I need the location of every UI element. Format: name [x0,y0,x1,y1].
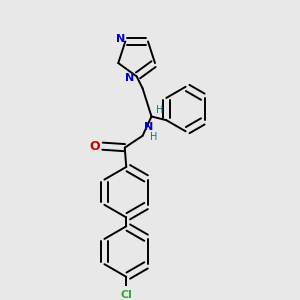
Text: Cl: Cl [120,290,132,300]
Text: N: N [125,73,135,83]
Text: N: N [116,34,125,44]
Text: H: H [156,105,163,115]
Text: O: O [89,140,100,153]
Text: H: H [150,132,158,142]
Text: N: N [144,122,153,132]
